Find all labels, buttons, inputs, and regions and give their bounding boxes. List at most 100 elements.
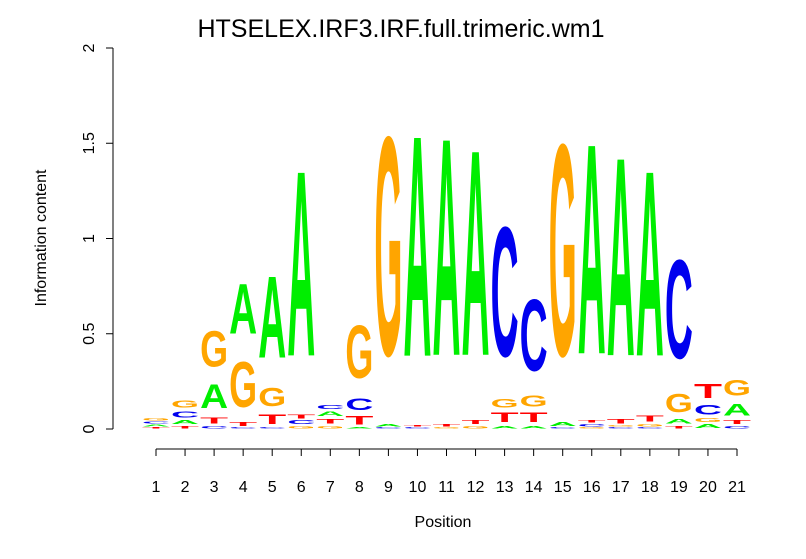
logo-letter-C: C [142,421,170,424]
logo-letter-C: C [549,427,577,429]
logo-letter-C: C [287,419,315,425]
logo-letter-A: A [694,423,722,429]
logo-letter-C: C [636,427,664,429]
logo-letter-G: G [578,427,606,429]
logo-letter-C: C [607,427,635,429]
logo-letter-G: G [462,425,490,429]
x-tick-label: 10 [409,479,427,496]
logo-letter-T: T [491,410,519,425]
y-tick-label: 1 [81,234,98,243]
logo-letter-G: G [171,398,199,410]
logo-stack-10: CTA [403,69,431,429]
x-tick-label: 15 [554,479,572,496]
logo-letter-T: T [403,425,431,427]
x-tick-label: 19 [670,479,688,496]
logo-letter-A: A [316,410,344,418]
logo-letter-A: A [723,401,751,420]
logo-letter-T: T [723,419,751,425]
logo-letter-G: G [491,397,519,410]
y-axis: 0 0.5 1 1.5 2 [81,43,114,433]
logo-letter-G: G [200,321,228,378]
logo-letter-A: A [578,83,606,418]
logo-letter-T: T [665,425,693,429]
logo-letter-T: T [258,412,286,427]
logo-letter-A: A [171,419,199,425]
logo-letter-A: A [374,423,402,427]
x-axis-label: Position [415,514,472,531]
logo-letter-G: G [694,418,722,424]
x-tick-label: 7 [326,479,335,496]
logo-letter-C: C [345,395,373,414]
logo-letter-G: G [374,72,402,422]
y-tick-label: 0 [81,424,98,433]
logo-stack-9: CAG [374,72,402,429]
logo-letter-T: T [433,423,461,427]
x-tick-label: 3 [210,479,219,496]
logo-letter-A: A [142,424,170,427]
logo-letter-T: T [142,427,170,429]
x-tick-label: 17 [612,479,630,496]
x-tick-label: 12 [467,479,485,496]
logo-letter-G: G [520,393,548,410]
y-axis-label: Information content [33,169,50,307]
logo-letter-C: C [258,427,286,429]
x-tick-label: 14 [525,479,543,496]
x-axis: 1 2 3 4 5 6 7 8 9 10 11 12 13 14 15 16 17 18 19 20 21 [152,448,746,496]
logo-letter-A: A [433,74,461,422]
logo-letter-G: G [316,425,344,429]
logo-letter-T: T [229,421,257,427]
logo-letter-G: G [287,425,315,429]
logo-letter-G: G [607,425,635,427]
logo-letter-G: G [723,376,751,400]
logo-letter-C: C [578,423,606,427]
y-tick-label: 1.5 [81,132,98,154]
y-tick-label: 0.5 [81,323,98,345]
logo-letter-A: A [287,116,315,413]
logo-letter-G: G [229,350,257,422]
logo-letter-A: A [549,421,577,427]
logo-letter-G: G [258,383,286,412]
logo-letter-T: T [316,417,344,425]
chart-title: HTSELEX.IRF3.IRF.full.trimeric.wm1 [197,15,604,43]
logo-letter-T: T [462,419,490,425]
logo-letter-A: A [258,251,286,383]
logo-letter-C: C [520,279,548,393]
x-tick-label: 2 [181,479,190,496]
logo-letter-C: C [723,425,751,429]
logo-letter-C: C [229,427,257,429]
logo-stacks: TACGTACGCTAGCTGACTGAGCTAGTACATCGCAGCTAGT… [142,69,751,429]
logo-letter-T: T [171,425,199,429]
logo-stack-12: GTA [462,90,490,429]
x-tick-label: 11 [438,479,455,496]
x-tick-label: 16 [583,479,601,496]
x-tick-label: 18 [641,479,659,496]
logo-stack-15: CAG [549,81,577,429]
logo-letter-T: T [636,414,664,424]
logo-letter-T: T [520,410,548,425]
logo-letter-C: C [491,190,519,396]
logo-letter-C: C [665,230,693,388]
x-tick-label: 4 [239,479,248,496]
logo-letter-G: G [142,418,170,422]
logo-letter-T: T [200,416,228,426]
logo-letter-C: C [200,425,228,429]
logo-letter-T: T [694,379,722,402]
x-tick-label: 8 [355,479,364,496]
logo-letter-A: A [462,90,490,418]
logo-letter-G: G [549,81,577,419]
logo-letter-A: A [229,270,257,350]
